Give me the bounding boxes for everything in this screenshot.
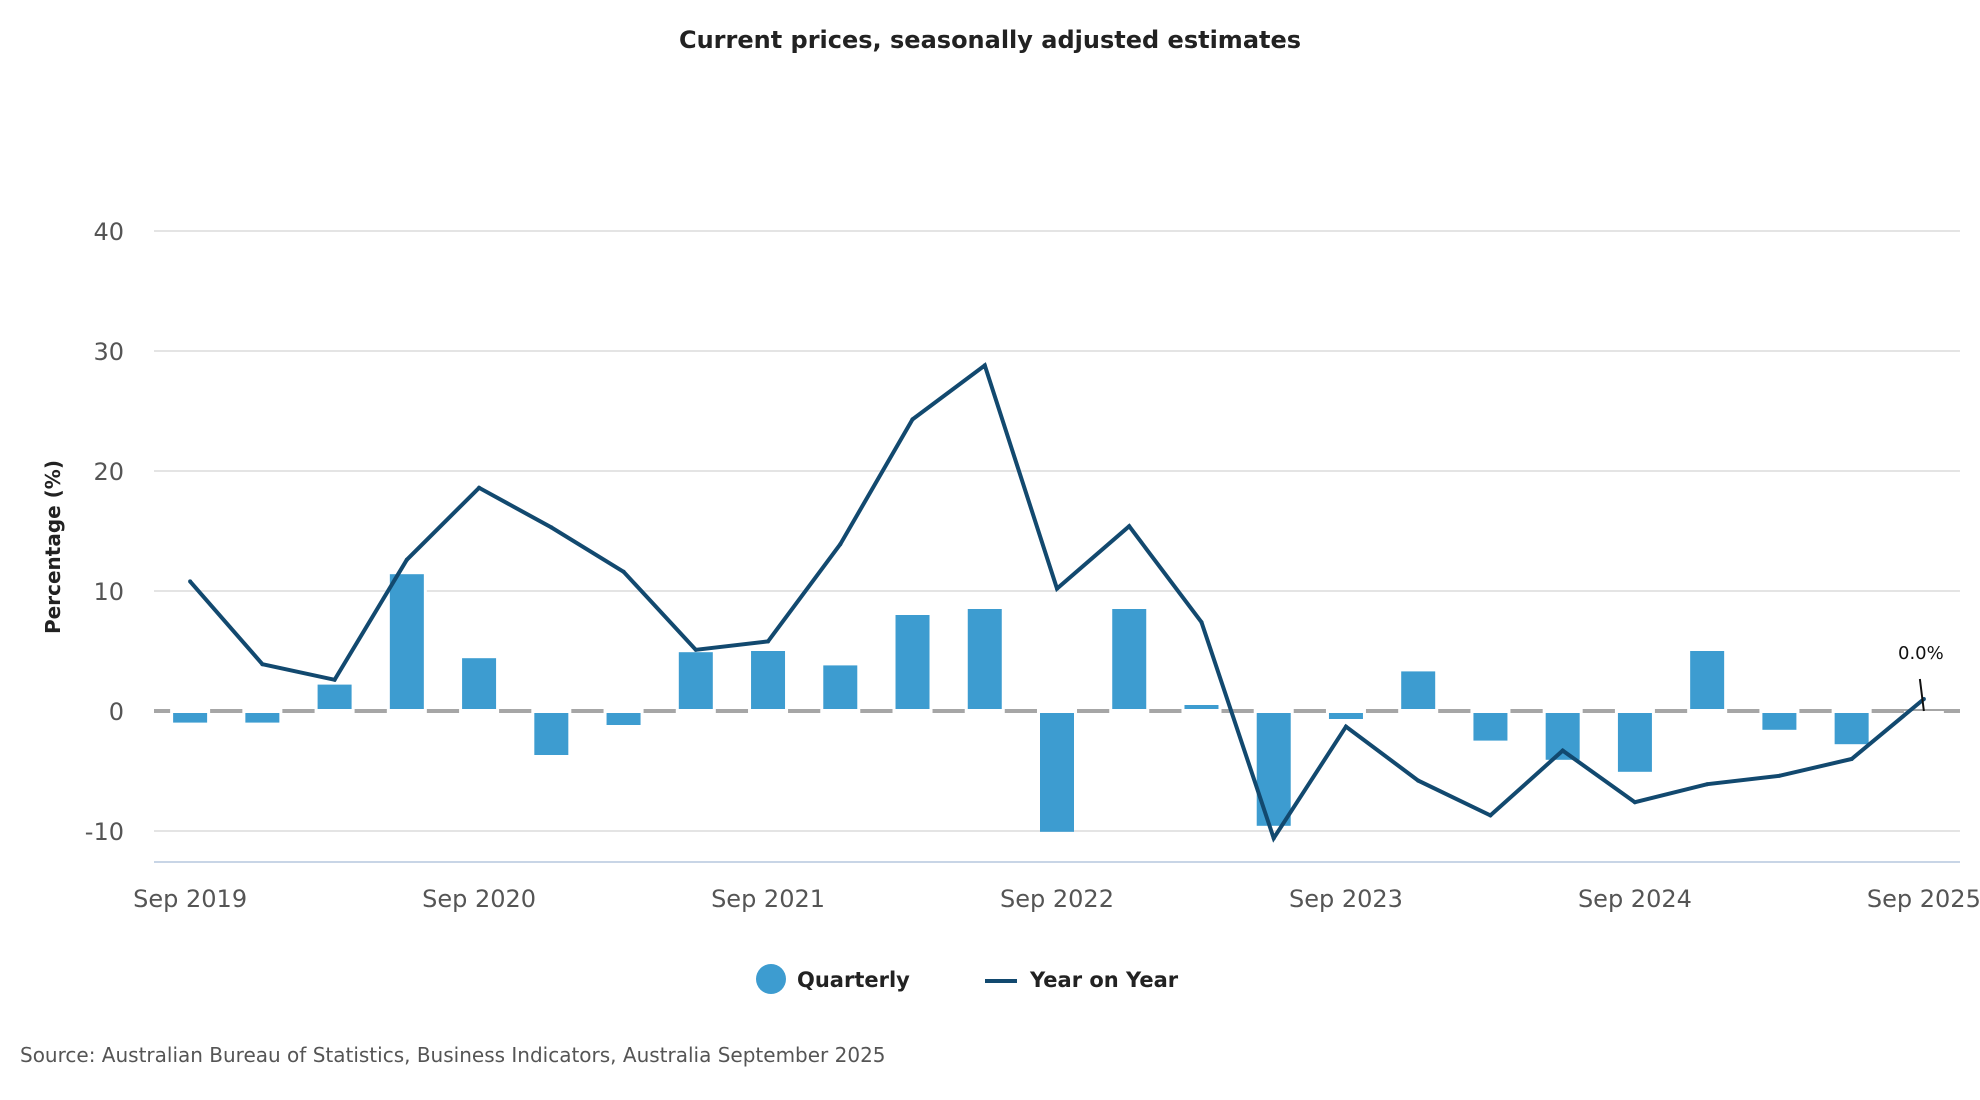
point-year-on-year-mar-2023[interactable] [1199,620,1204,625]
point-year-on-year-dec-2021[interactable] [838,542,843,547]
bar-quarterly-mar-2022[interactable] [895,615,930,709]
x-tick-label: Sep 2020 [422,885,536,913]
y-axis-label: Percentage (%) [41,460,65,634]
bar-quarterly-dec-2021[interactable] [823,665,858,709]
bar-quarterly-jun-2021[interactable] [678,652,713,709]
point-year-on-year-sep-2022[interactable] [1055,586,1059,591]
bar-gap [1037,709,1077,713]
point-year-on-year-sep-2024[interactable] [1632,800,1637,805]
bar-quarterly-jun-2020[interactable] [389,574,424,709]
bar-quarterly-dec-2020[interactable] [534,713,569,755]
y-tick-label: -10 [85,818,124,846]
point-year-on-year-mar-2022[interactable] [910,417,915,422]
point-year-on-year-sep-2023[interactable] [1343,724,1348,729]
point-year-on-year-mar-2024[interactable] [1488,813,1493,818]
x-tick-label: Sep 2025 [1867,885,1980,913]
bar-quarterly-mar-2020[interactable] [317,684,352,709]
point-year-on-year-mar-2021[interactable] [621,569,626,574]
y-tick-label: 0 [109,698,124,726]
legend-item-quarterly[interactable]: Quarterly [756,964,910,994]
bar-gap [1614,709,1655,713]
bar-gap [1253,709,1294,713]
bar-quarterly-mar-2024[interactable] [1473,713,1508,741]
x-tick-label: Sep 2019 [133,885,247,913]
bar-quarterly-sep-2024[interactable] [1617,713,1652,772]
annotation-connector [1918,678,1925,712]
point-year-on-year-jun-2022[interactable] [982,363,987,368]
quarterly-bars [170,574,1944,832]
point-year-on-year-dec-2022[interactable] [1127,524,1132,529]
bar-quarterly-mar-2021[interactable] [606,713,641,725]
gridlines [154,230,1960,832]
bar-quarterly-jun-2025[interactable] [1834,713,1869,745]
legend-label-quarterly: Quarterly [797,968,910,992]
x-tick-label: Sep 2024 [1578,885,1692,913]
y-tick-label: 20 [93,458,124,486]
point-year-on-year-mar-2020[interactable] [332,677,337,682]
point-year-on-year-dec-2024[interactable] [1705,782,1710,787]
point-year-on-year-dec-2020[interactable] [549,525,554,530]
bar-quarterly-sep-2019[interactable] [173,713,208,723]
y-axis-ticks: -10 0 10 20 30 40 [85,218,124,846]
point-year-on-year-jun-2020[interactable] [404,557,409,562]
point-year-on-year-dec-2023[interactable] [1416,778,1421,783]
bar-gap [170,709,211,713]
x-tick-label: Sep 2022 [1000,885,1114,913]
bar-gap [242,709,283,713]
bar-quarterly-mar-2023[interactable] [1184,705,1219,709]
legend-label-year-on-year: Year on Year [1029,968,1179,992]
point-year-on-year-jun-2023[interactable] [1271,836,1276,841]
annotations: 0.0% [1898,643,1944,712]
x-axis-ticks: Sep 2019 Sep 2020 Sep 2021 Sep 2022 Sep 2023… [133,885,1980,913]
point-year-on-year-mar-2025[interactable] [1777,773,1782,778]
point-year-on-year-sep-2019[interactable] [188,579,193,584]
bar-gap [1903,711,1944,713]
legend: Quarterly Year on Year [756,964,1179,994]
bar-gap [1470,709,1511,713]
bar-gap [603,709,644,713]
bar-quarterly-dec-2023[interactable] [1401,671,1436,709]
bar-quarterly-sep-2022[interactable] [1040,713,1074,832]
y-tick-label: 10 [93,578,124,606]
bar-gap [1542,709,1583,713]
source-note: Source: Australian Bureau of Statistics,… [20,1043,886,1067]
year-on-year-line [188,362,1926,843]
bar-gap [531,709,572,713]
bar-gap [1759,709,1800,713]
bar-gap [1831,709,1872,713]
bar-quarterly-sep-2021[interactable] [751,651,786,709]
x-tick-label: Sep 2023 [1289,885,1403,913]
point-year-on-year-dec-2019[interactable] [260,662,265,667]
chart-title: Current prices, seasonally adjusted esti… [679,26,1301,54]
bar-quarterly-sep-2023[interactable] [1328,713,1363,719]
bar-quarterly-mar-2025[interactable] [1762,713,1797,730]
point-year-on-year-sep-2020[interactable] [477,485,482,490]
bar-quarterly-dec-2024[interactable] [1690,651,1725,709]
bar-quarterly-dec-2022[interactable] [1112,609,1147,709]
annotation-label: 0.0% [1898,643,1944,664]
point-year-on-year-jun-2021[interactable] [693,647,698,652]
legend-circle-icon [756,964,786,994]
legend-item-year-on-year[interactable]: Year on Year [985,968,1179,992]
bar-quarterly-jun-2022[interactable] [967,609,1002,709]
point-year-on-year-jun-2024[interactable] [1560,748,1565,753]
bar-quarterly-sep-2020[interactable] [462,658,497,709]
point-year-on-year-jun-2025[interactable] [1849,757,1854,761]
bar-gap [1325,709,1366,713]
y-tick-label: 30 [93,338,124,366]
y-tick-label: 40 [93,218,124,246]
x-tick-label: Sep 2021 [711,885,825,913]
bar-quarterly-dec-2019[interactable] [245,713,280,723]
point-year-on-year-sep-2021[interactable] [766,639,771,644]
